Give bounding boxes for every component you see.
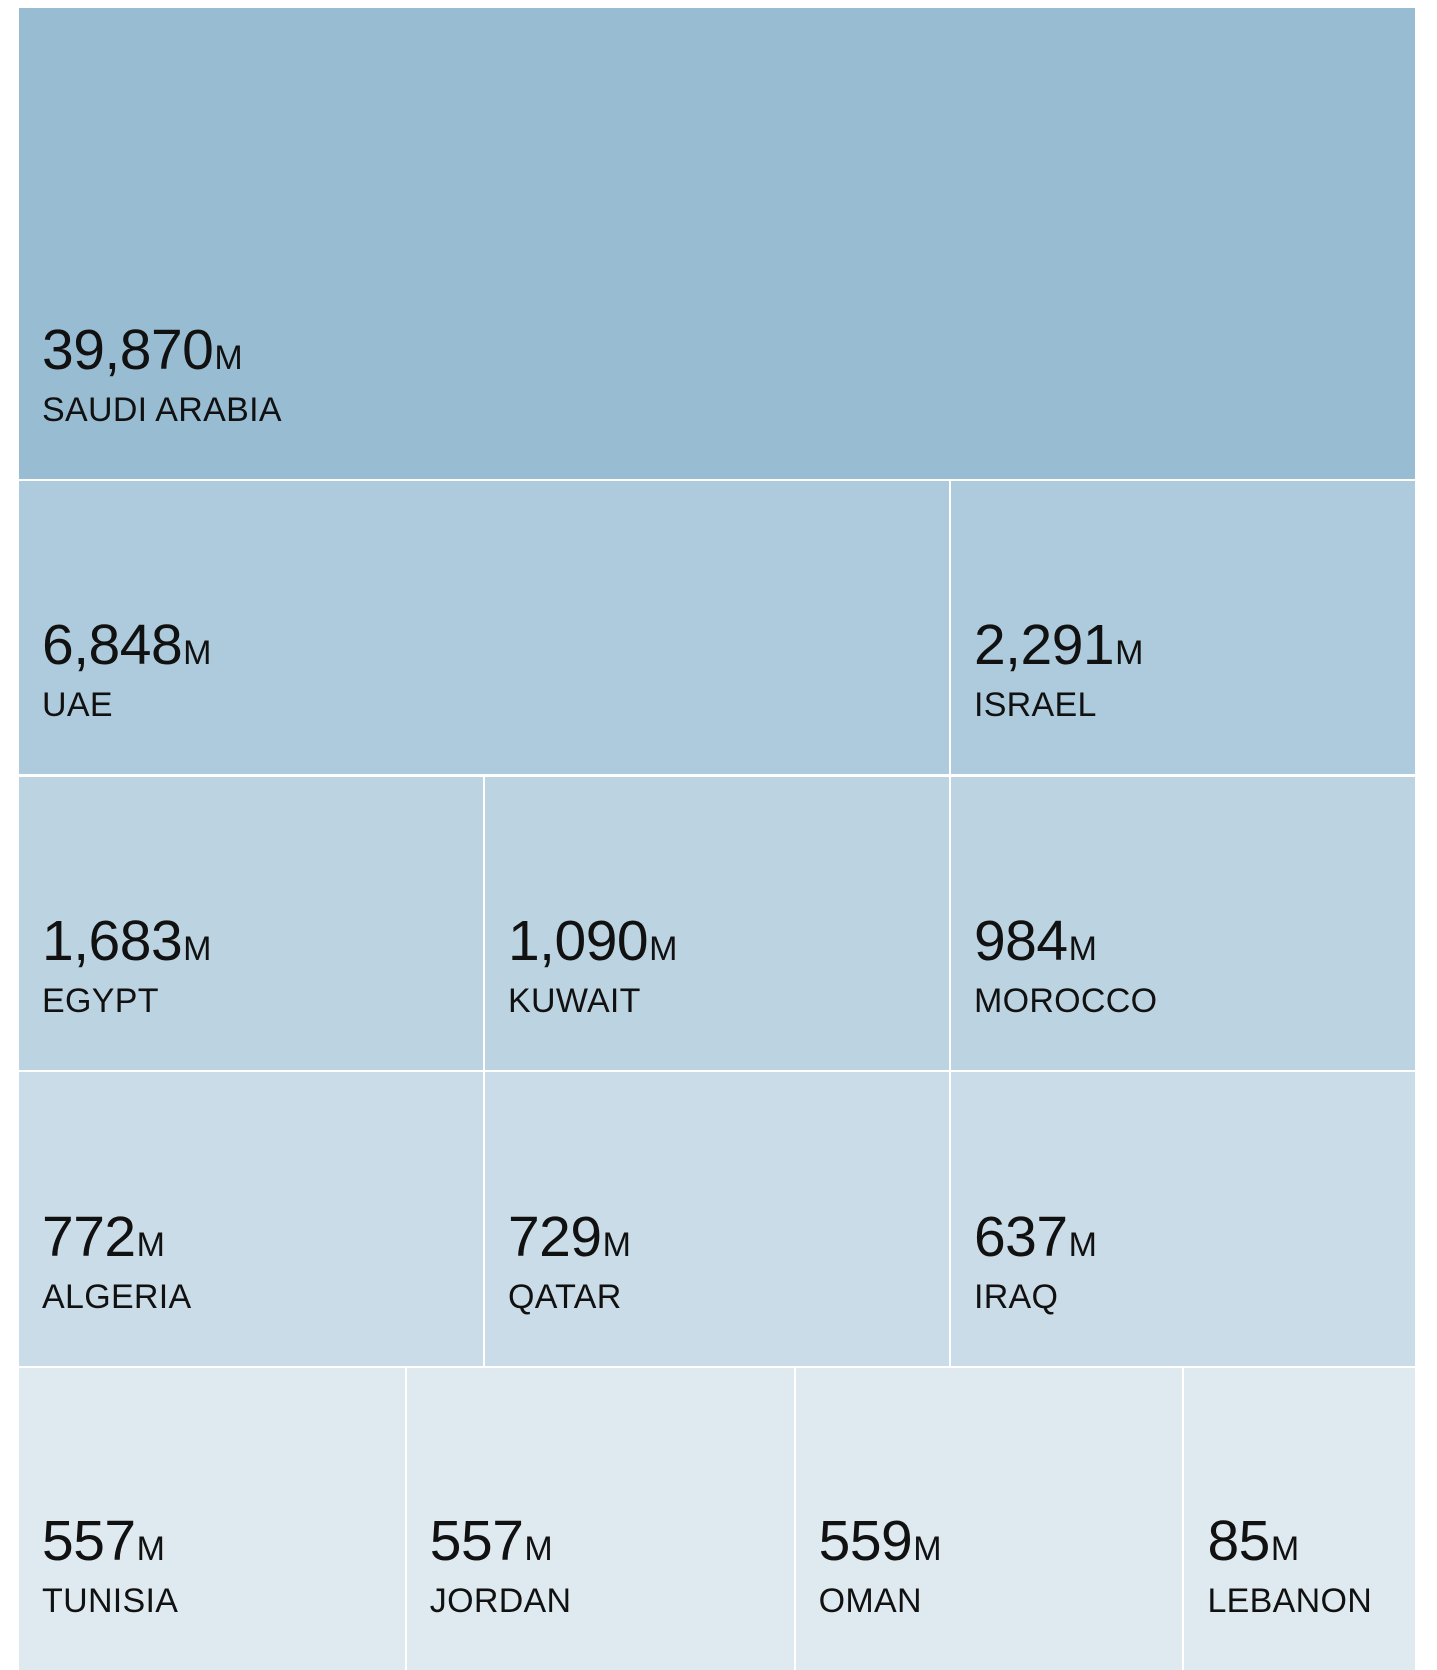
tile-label: TUNISIA — [42, 1581, 179, 1620]
tile: 2,291M ISRAEL — [950, 480, 1415, 775]
value-unit: M — [913, 1529, 942, 1568]
tile: 637M IRAQ — [950, 1072, 1415, 1367]
value-unit: M — [1270, 1529, 1300, 1568]
value-number: 984 — [973, 909, 1068, 974]
value-unit: M — [1068, 930, 1097, 969]
tile-value: 1,683M — [42, 913, 211, 970]
tile-value: 557M — [42, 1512, 165, 1570]
tile: 85M LEBANON — [1184, 1368, 1415, 1670]
value-number: 1,090 — [507, 909, 649, 974]
value-unit: M — [136, 1226, 165, 1265]
value-unit: M — [1068, 1226, 1097, 1265]
value-number: 729 — [507, 1205, 602, 1270]
tile-value: 1,090M — [508, 913, 677, 970]
tile-label: JORDAN — [429, 1581, 572, 1620]
value-number: 85 — [1207, 1508, 1270, 1573]
tile: 557M JORDAN — [406, 1368, 794, 1670]
value-unit: M — [524, 1529, 553, 1568]
value-number: 772 — [42, 1205, 136, 1270]
value-unit: M — [183, 634, 212, 673]
tile: 6,848M UAE — [19, 480, 949, 775]
value-number: 557 — [42, 1508, 136, 1573]
value-number: 1,683 — [42, 909, 183, 974]
tile-value: 85M — [1207, 1512, 1300, 1570]
tile: 1,090M KUWAIT — [484, 776, 949, 1071]
tile-value: 772M — [42, 1209, 165, 1266]
tile-label: UAE — [42, 686, 113, 725]
tile: 39,870M SAUDI ARABIA — [19, 8, 1415, 479]
value-number: 6,848 — [42, 613, 183, 678]
tile-label: SAUDI ARABIA — [42, 390, 282, 429]
value-unit: M — [602, 1226, 631, 1265]
tile: 772M ALGERIA — [19, 1072, 483, 1367]
tile-label: IRAQ — [973, 1278, 1059, 1317]
tile-value: 6,848M — [42, 617, 211, 674]
tile: 557M TUNISIA — [19, 1368, 405, 1670]
tile-value: 2,291M — [974, 617, 1143, 674]
tile-value: 637M — [974, 1209, 1097, 1266]
tile-value: 39,870M — [42, 321, 243, 379]
value-unit: M — [214, 338, 243, 377]
tile-value: 984M — [974, 913, 1097, 970]
value-number: 39,870 — [42, 317, 214, 382]
value-unit: M — [136, 1529, 165, 1568]
value-unit: M — [183, 930, 212, 969]
tile-label: KUWAIT — [507, 982, 641, 1021]
tile-value: 559M — [819, 1512, 942, 1570]
value-unit: M — [1115, 634, 1144, 673]
tile-label: ISRAEL — [973, 686, 1097, 725]
tile-label: EGYPT — [42, 982, 159, 1021]
tile-label: OMAN — [818, 1581, 922, 1620]
tile-label: ALGERIA — [42, 1278, 192, 1317]
tile-label: MOROCCO — [973, 982, 1158, 1021]
tile-label: QATAR — [507, 1278, 622, 1317]
tile: 729M QATAR — [484, 1072, 949, 1367]
value-number: 2,291 — [973, 613, 1115, 678]
tile-value: 557M — [430, 1512, 553, 1570]
tile: 1,683M EGYPT — [19, 776, 483, 1071]
value-number: 559 — [818, 1508, 913, 1573]
value-number: 637 — [973, 1205, 1068, 1270]
tile-label: LEBANON — [1207, 1581, 1373, 1620]
value-number: 557 — [429, 1508, 524, 1573]
value-unit: M — [649, 930, 678, 969]
tile: 559M OMAN — [795, 1368, 1183, 1670]
tile-value: 729M — [508, 1209, 631, 1266]
tile: 984M MOROCCO — [950, 776, 1415, 1071]
